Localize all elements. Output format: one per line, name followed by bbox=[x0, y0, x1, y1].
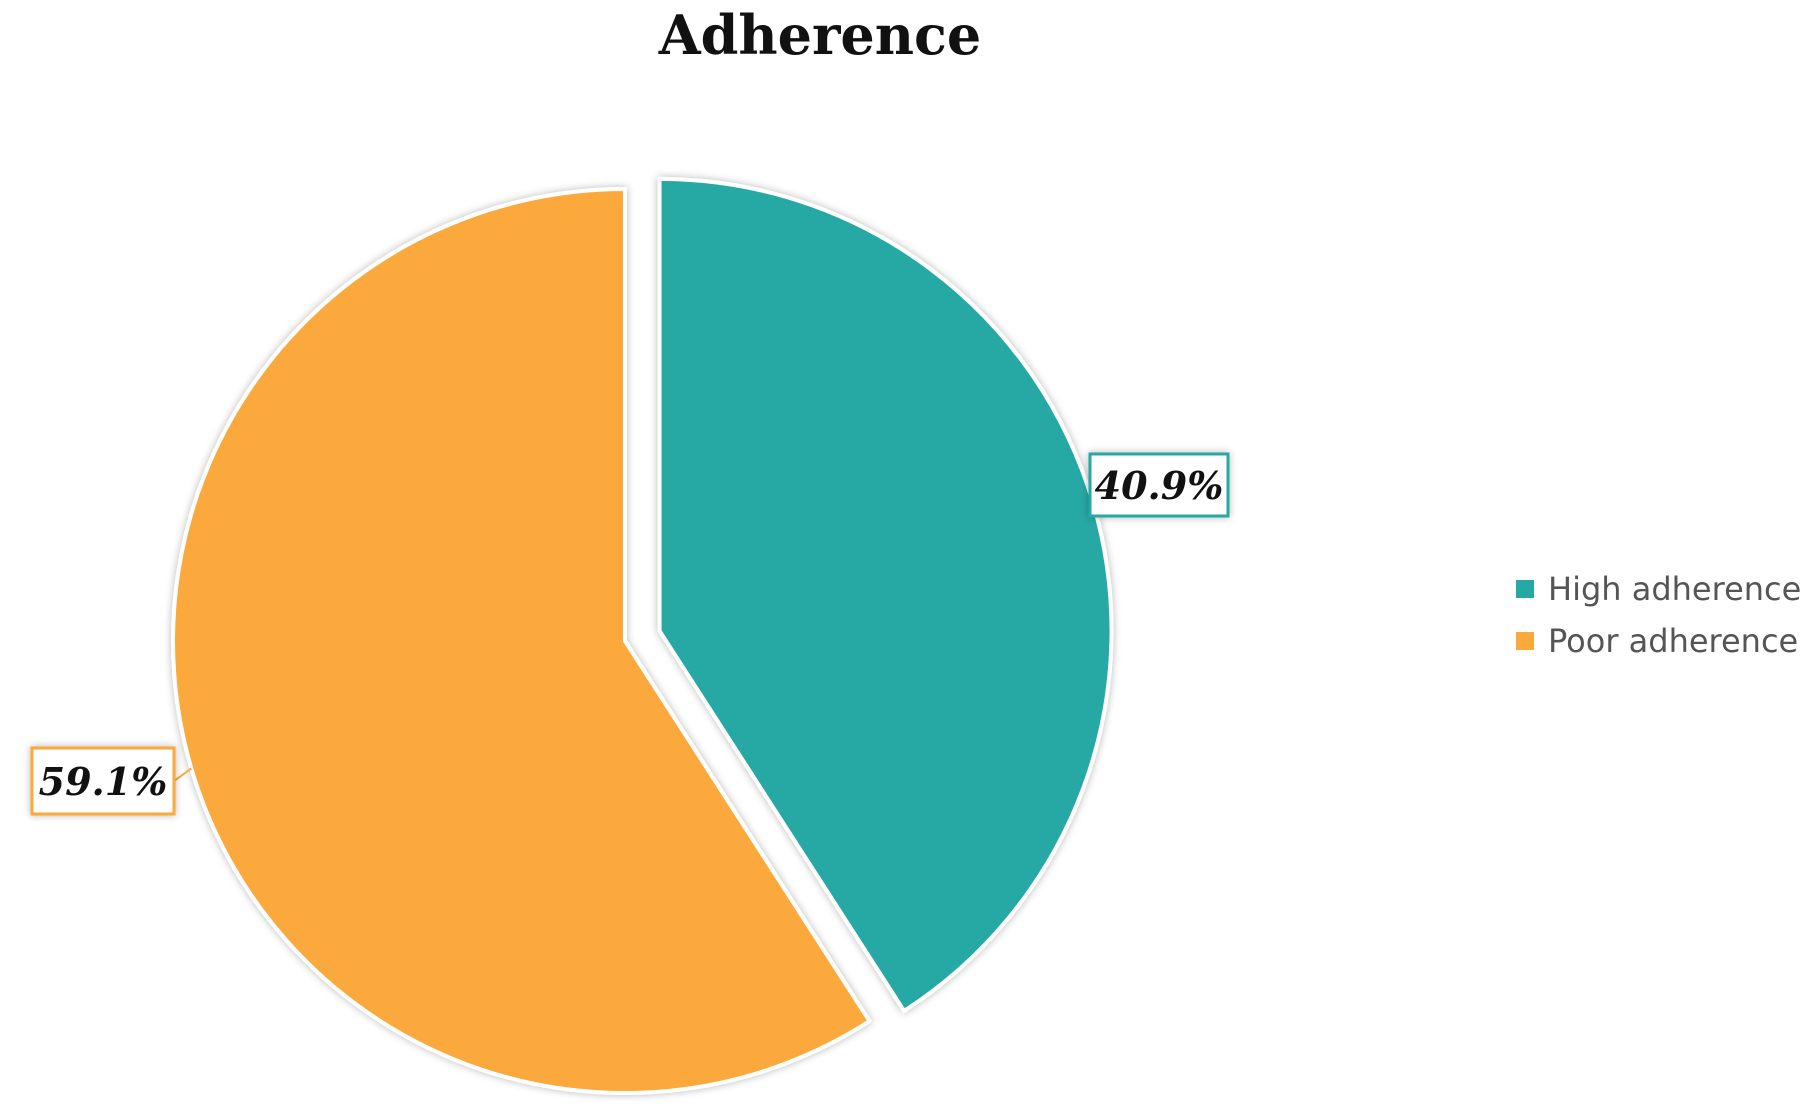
legend-label-poor: Poor adherence bbox=[1548, 622, 1799, 660]
data-label-poor-adherence: 59.1% bbox=[30, 746, 192, 816]
legend-swatch-poor bbox=[1516, 632, 1534, 650]
chart-title: Adherence bbox=[658, 3, 982, 67]
legend-label-high: High adherence bbox=[1548, 570, 1802, 608]
pie-slice-poor-adherence[interactable] bbox=[171, 186, 873, 1095]
legend-swatch-high bbox=[1516, 580, 1534, 598]
legend-item-high[interactable]: High adherence bbox=[1516, 563, 1801, 615]
data-label-text: 59.1% bbox=[39, 759, 168, 804]
data-label-high-adherence: 40.9% bbox=[1088, 452, 1230, 518]
data-label-box bbox=[30, 746, 176, 816]
data-label-text: 40.9% bbox=[1095, 463, 1224, 508]
leader-line bbox=[173, 767, 192, 782]
legend: High adherence Poor adherence bbox=[1516, 563, 1801, 667]
data-label-box bbox=[1088, 452, 1230, 518]
legend-item-poor[interactable]: Poor adherence bbox=[1516, 615, 1801, 667]
